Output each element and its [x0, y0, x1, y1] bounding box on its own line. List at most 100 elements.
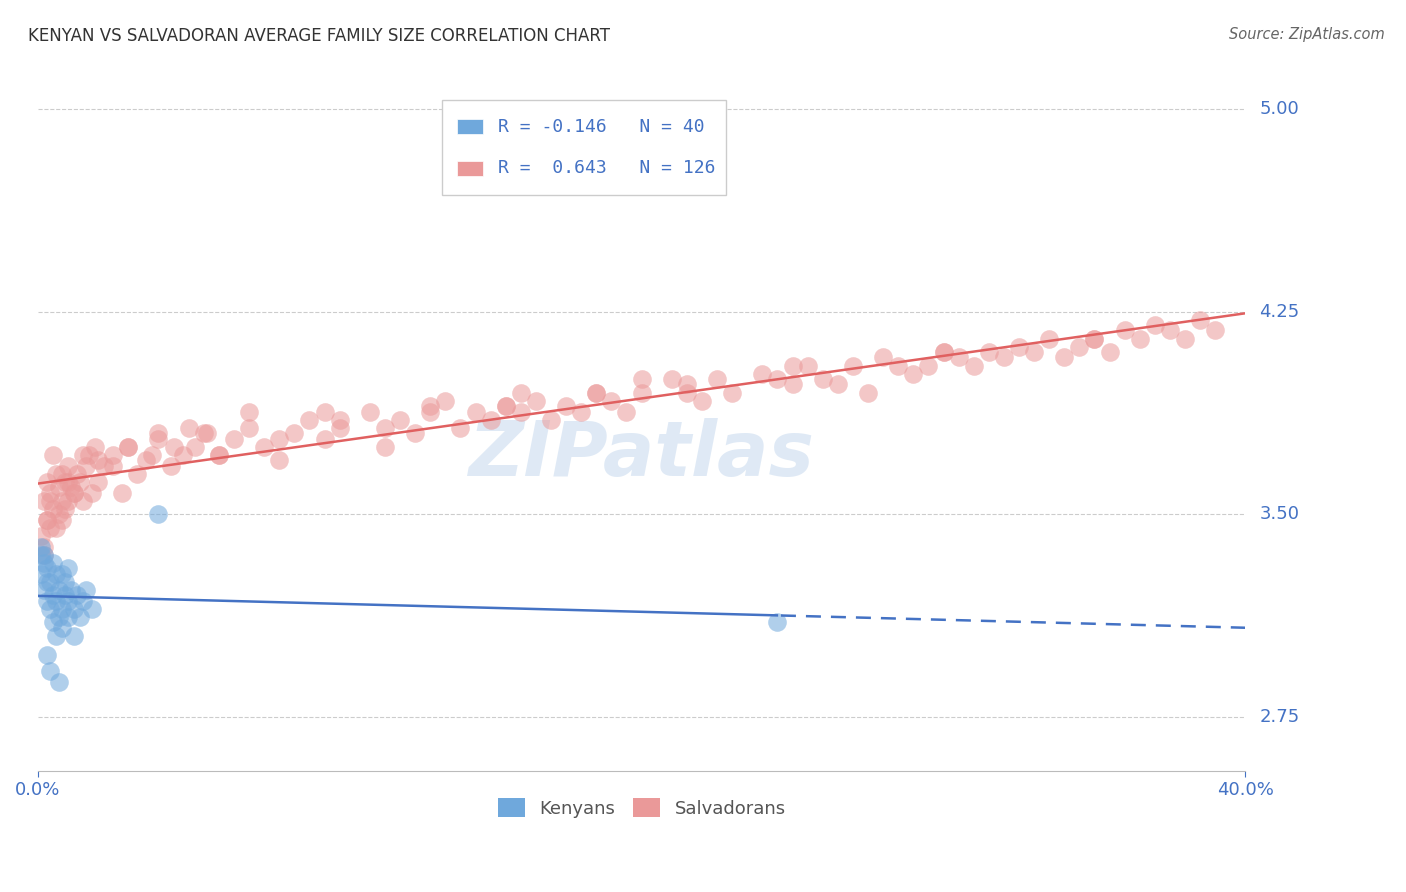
Point [172, 448, 194, 462]
Point [269, 453, 291, 467]
Point [56, 593, 79, 607]
Point [314, 404, 336, 418]
Point [38, 485, 60, 500]
Point [676, 377, 699, 392]
Point [63, 485, 86, 500]
Point [30, 548, 52, 562]
Point [177, 420, 200, 434]
Point [75, 582, 97, 597]
Text: 5.00: 5.00 [1260, 100, 1299, 118]
Bar [457, 119, 484, 135]
Point [419, 404, 441, 418]
Point [495, 399, 517, 413]
Point [32, 540, 55, 554]
Point [887, 359, 910, 373]
Point [374, 440, 396, 454]
Point [766, 615, 789, 629]
Point [963, 359, 986, 373]
Point [555, 399, 578, 413]
Point [449, 420, 471, 434]
Point [298, 412, 321, 426]
Point [269, 432, 291, 446]
Point [932, 345, 955, 359]
Point [32, 582, 55, 597]
Point [59, 480, 82, 494]
Point [1069, 340, 1091, 354]
Point [585, 385, 607, 400]
Point [72, 448, 94, 462]
Point [75, 458, 97, 473]
Point [1114, 323, 1136, 337]
Text: 4.25: 4.25 [1260, 302, 1299, 320]
Point [87, 453, 110, 467]
Point [87, 475, 110, 489]
Point [329, 420, 352, 434]
Point [827, 377, 849, 392]
Point [48, 609, 70, 624]
Text: R =  0.643   N = 126: R = 0.643 N = 126 [498, 160, 716, 178]
Point [63, 629, 86, 643]
Point [569, 404, 592, 418]
Point [69, 609, 91, 624]
FancyBboxPatch shape [443, 100, 725, 195]
Point [796, 359, 818, 373]
Point [1053, 351, 1076, 365]
Point [630, 372, 652, 386]
Point [1038, 332, 1060, 346]
Point [80, 485, 103, 500]
Point [1143, 318, 1166, 332]
Point [159, 458, 181, 473]
Text: KENYAN VS SALVADORAN AVERAGE FAMILY SIZE CORRELATION CHART: KENYAN VS SALVADORAN AVERAGE FAMILY SIZE… [28, 27, 610, 45]
Point [38, 493, 60, 508]
Point [56, 475, 79, 489]
Point [35, 574, 58, 589]
Point [53, 574, 76, 589]
Point [30, 566, 52, 581]
Point [162, 440, 184, 454]
Point [59, 582, 82, 597]
Point [706, 372, 728, 386]
Point [32, 556, 55, 570]
Point [676, 385, 699, 400]
Point [208, 448, 231, 462]
Point [35, 475, 58, 489]
Point [51, 601, 73, 615]
Point [63, 485, 86, 500]
Point [141, 448, 163, 462]
Point [56, 609, 79, 624]
Point [479, 412, 502, 426]
Point [721, 385, 744, 400]
Point [329, 412, 352, 426]
Point [1189, 312, 1212, 326]
Point [38, 664, 60, 678]
Point [464, 404, 486, 418]
Point [56, 561, 79, 575]
Point [238, 404, 260, 418]
Point [283, 426, 305, 441]
Point [38, 521, 60, 535]
Point [45, 593, 67, 607]
Point [1159, 323, 1181, 337]
Point [782, 359, 804, 373]
Point [600, 393, 623, 408]
Point [359, 404, 381, 418]
Point [208, 448, 231, 462]
Point [842, 359, 865, 373]
Point [117, 440, 139, 454]
Point [1022, 345, 1045, 359]
Point [42, 588, 65, 602]
Point [183, 440, 205, 454]
Point [856, 385, 879, 400]
Point [72, 493, 94, 508]
Point [872, 351, 894, 365]
Point [35, 593, 58, 607]
Point [1098, 345, 1121, 359]
Point [35, 648, 58, 662]
Text: 2.75: 2.75 [1260, 707, 1299, 726]
Point [38, 601, 60, 615]
Point [509, 385, 531, 400]
Point [51, 566, 73, 581]
Point [253, 440, 276, 454]
Point [117, 440, 139, 454]
Point [148, 426, 170, 441]
